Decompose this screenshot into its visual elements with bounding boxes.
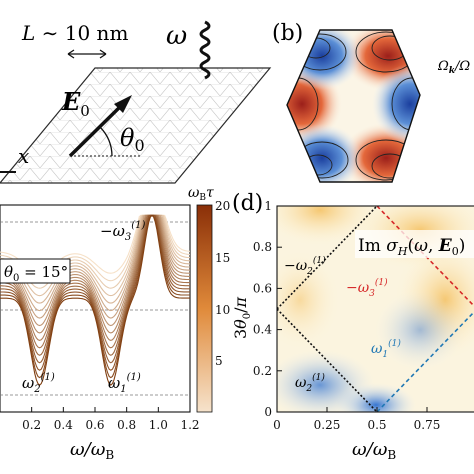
x-tick-label: 1.0 xyxy=(149,418,168,432)
panel-d-title: Im σH(ω, E0) xyxy=(358,236,465,258)
panel-c-xlabel: ω/ωB xyxy=(70,439,114,462)
field-arrow xyxy=(68,95,132,158)
panel-d-xlabel: ω/ωB xyxy=(352,439,396,462)
length-arrow xyxy=(67,49,107,59)
photon-wave-icon xyxy=(199,20,211,80)
angle-arc xyxy=(99,126,113,157)
panel-b-label: Ωk/Ω xyxy=(437,59,470,76)
colorbar-tick-15: 15 xyxy=(215,251,230,265)
x-tick-label: 0.4 xyxy=(54,418,73,432)
x-tick-label: 0.75 xyxy=(414,418,441,432)
panel-b-letter: (b) xyxy=(272,21,303,46)
y-tick-label: 0.8 xyxy=(253,240,272,254)
x-tick-label: 1.2 xyxy=(180,418,199,432)
panel-b: (b) Ωk/Ω xyxy=(272,21,470,183)
colorbar-tick-20: 20 xyxy=(215,199,230,213)
panel-a: L ∼ 10 nm ω E0 θ0 x xyxy=(0,20,272,184)
response-curve xyxy=(0,214,190,386)
colorbar-label: ωBτ xyxy=(188,185,214,203)
resonance-line xyxy=(376,310,474,412)
y-tick-label: 0 xyxy=(264,405,272,419)
panel-c-curves xyxy=(0,214,191,386)
response-curve xyxy=(0,214,190,364)
y-tick-label: 1 xyxy=(264,199,272,213)
x-tick-label: 0 xyxy=(273,418,281,432)
x-tick-label: 0.25 xyxy=(314,418,341,432)
y-tick-label: 0.6 xyxy=(253,281,272,295)
response-curve xyxy=(0,214,190,341)
response-curve xyxy=(0,214,190,371)
brillouin-hexagon xyxy=(286,29,421,183)
panel-d-letter: (d) xyxy=(232,191,263,216)
response-curve xyxy=(0,214,190,334)
panel-d-title-box xyxy=(355,230,474,258)
panel-c-inset: θ0 = 15° xyxy=(0,258,71,284)
panel-c-x-ticks: 0.2 0.4 0.6 0.8 1.0 1.2 xyxy=(22,407,200,432)
colorbar xyxy=(196,204,213,413)
x-axis-label: x xyxy=(18,144,29,168)
response-curve xyxy=(0,214,190,349)
x-tick-label: 0.8 xyxy=(117,418,136,432)
colorbar-tick-10: 10 xyxy=(215,303,230,317)
omega-label: ω xyxy=(166,21,187,51)
panel-d: (d) Im σH(ω, E0) −ω2(1) −ω3(1) ω1(1) ω2(… xyxy=(231,191,474,462)
panel-d-ylabel: 3θ0/π xyxy=(231,296,253,339)
length-label: L ∼ 10 nm xyxy=(21,21,128,45)
panel-c-inset-label: θ0 = 15° xyxy=(4,263,68,284)
panel-c: θ0 = 15° −ω3(1) ω2(1) ω1(1) 0.2 0.4 0.6 0.8… xyxy=(0,185,230,462)
colorbar-tick-5: 5 xyxy=(215,354,223,368)
panel-d-ticks: 00.250.50.75100.20.40.60.81 xyxy=(253,199,474,432)
x-tick-label: 0.2 xyxy=(22,418,41,432)
x-tick-label: 0.5 xyxy=(367,418,386,432)
response-curve xyxy=(0,214,190,356)
y-tick-label: 0.4 xyxy=(253,323,272,337)
y-tick-label: 0.2 xyxy=(253,364,272,378)
x-tick-label: 0.6 xyxy=(85,418,104,432)
